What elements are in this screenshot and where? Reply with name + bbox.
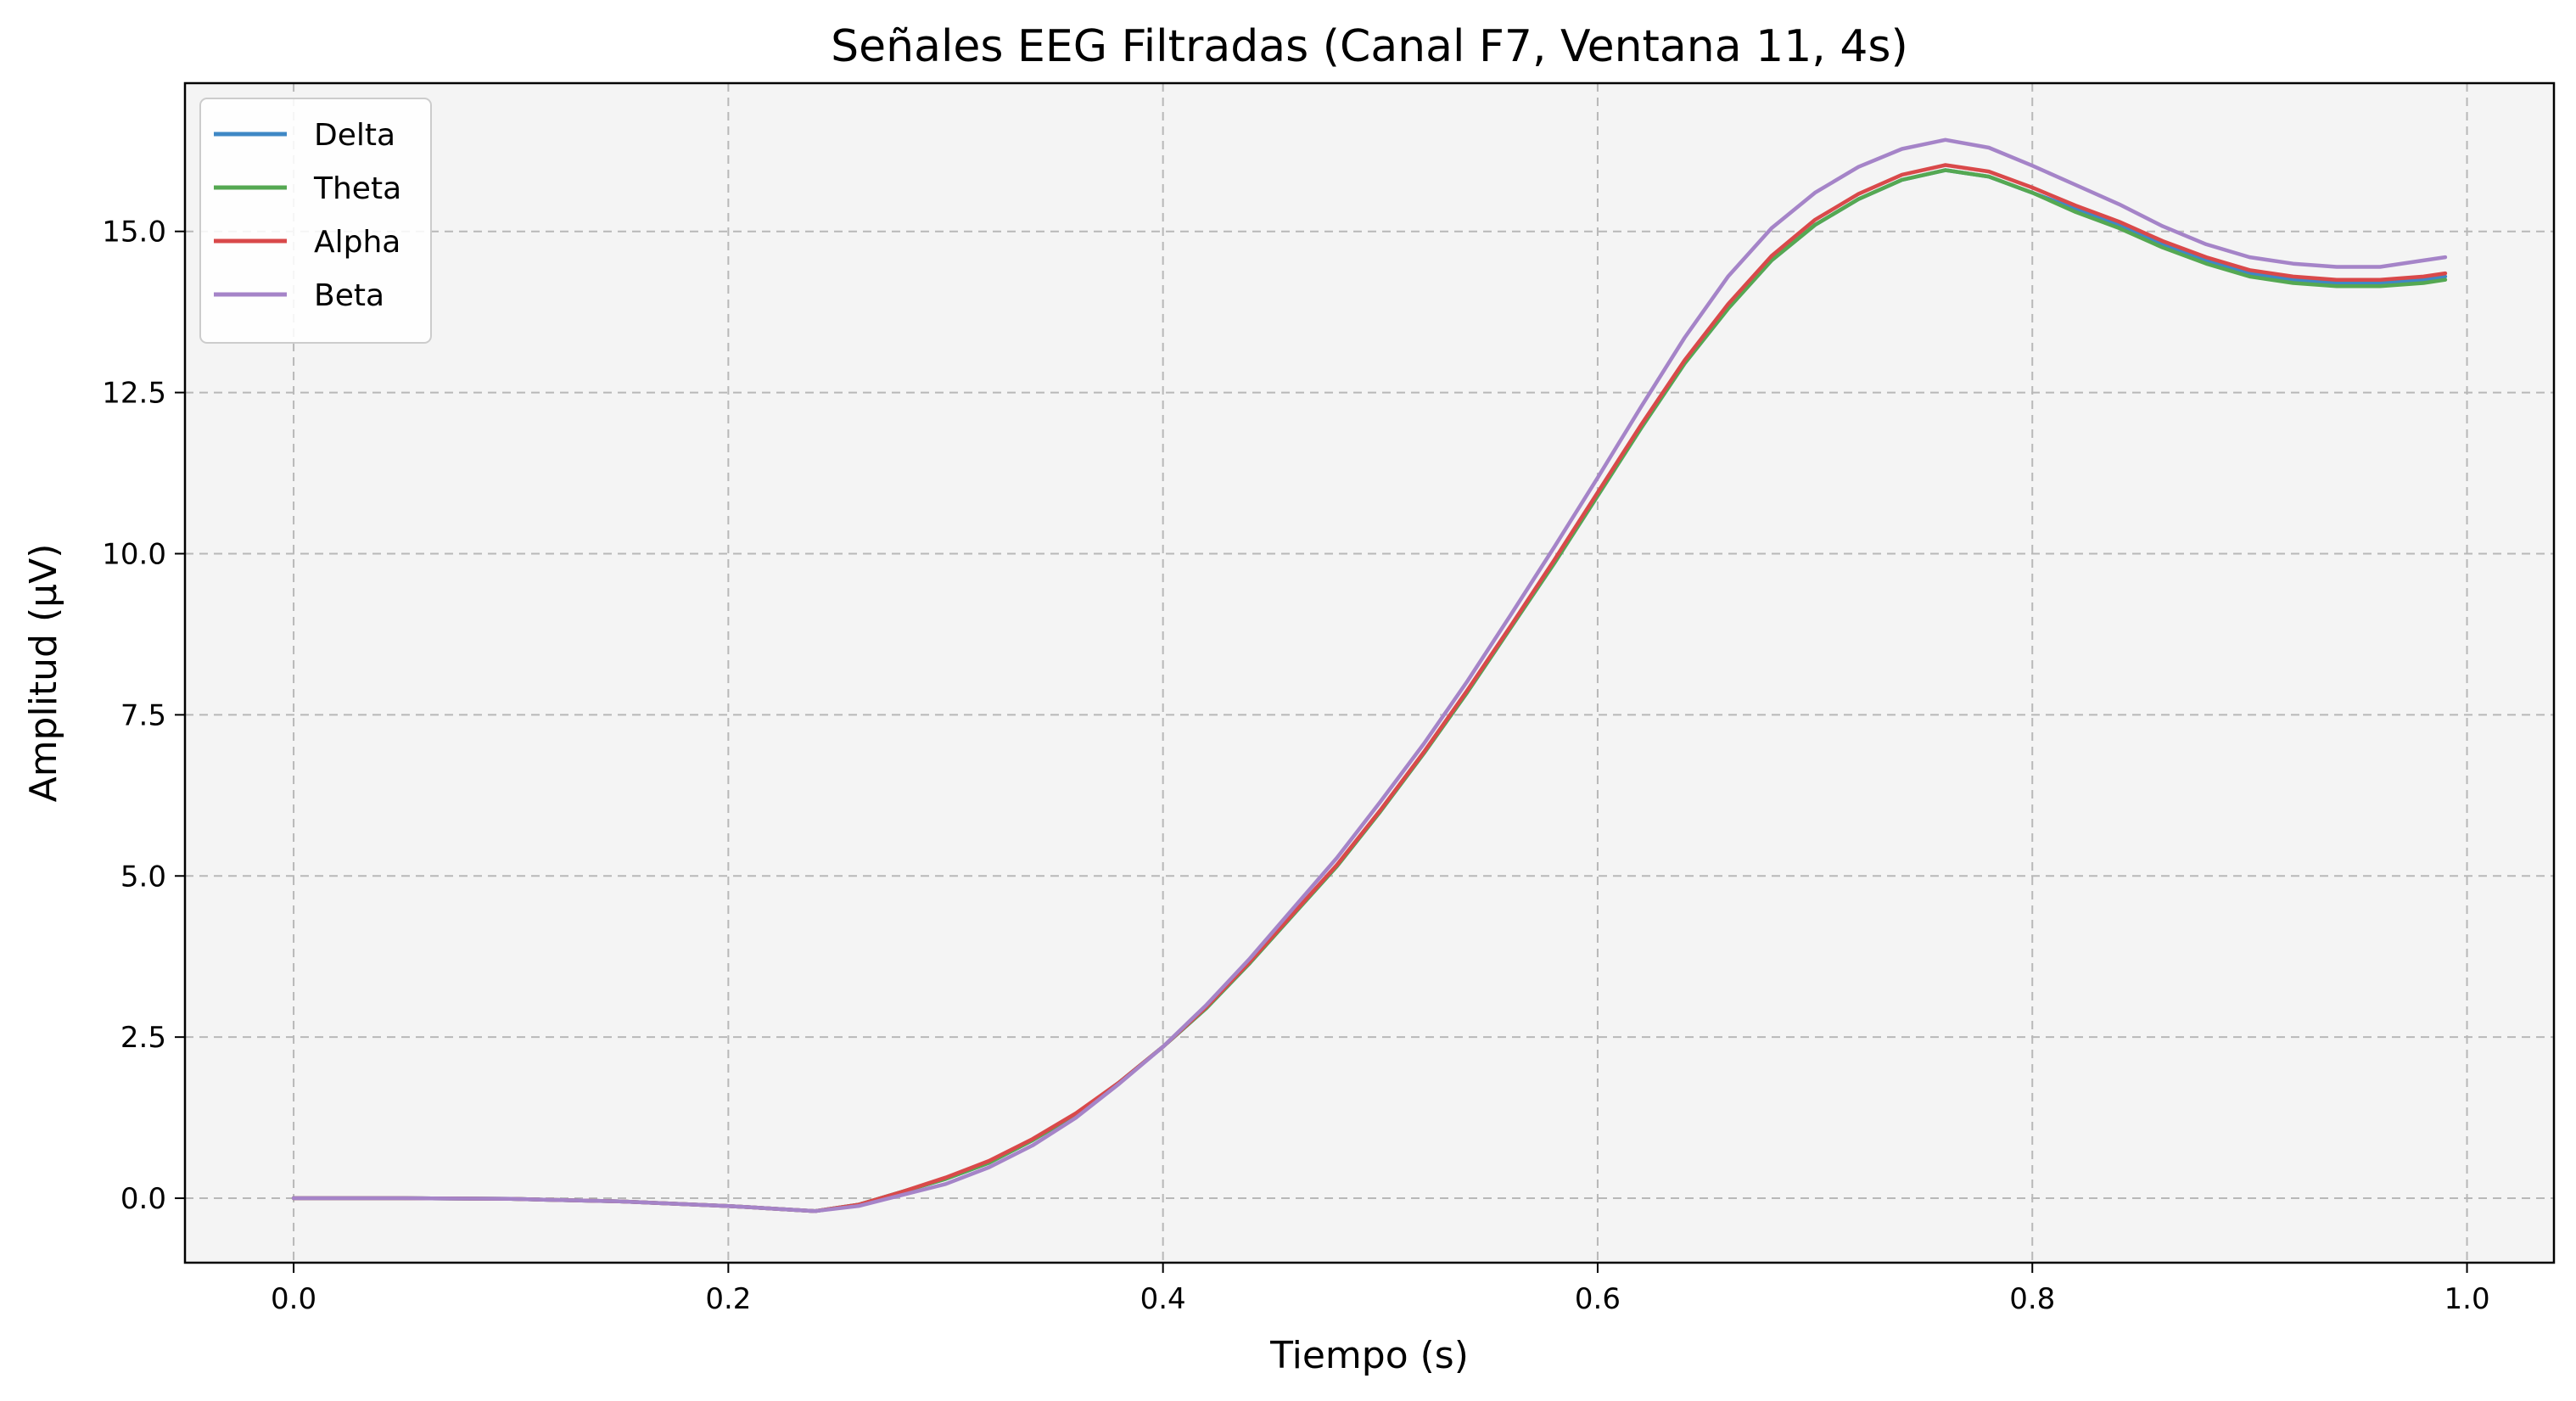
legend-label-theta: Theta <box>313 171 401 206</box>
legend-label-beta: Beta <box>314 278 384 313</box>
y-tick-label: 5.0 <box>120 860 166 894</box>
plot-frame <box>183 81 2556 1264</box>
y-tick-label: 7.5 <box>120 698 166 732</box>
x-tick-label: 0.4 <box>1140 1282 1186 1316</box>
x-tick-label: 0.0 <box>271 1282 316 1316</box>
series-line-alpha <box>291 163 2448 1213</box>
y-axis-ticks: 0.0 2.5 5.0 7.5 10.0 12.5 15.0 <box>102 216 185 1216</box>
y-tick-label: 2.5 <box>120 1021 166 1055</box>
y-tick-label: 10.0 <box>102 537 166 571</box>
series-line-beta <box>291 137 2448 1213</box>
chart-title: Señales EEG Filtradas (Canal F7, Ventana… <box>831 21 1908 72</box>
grid-lines <box>185 83 2554 1263</box>
x-axis-ticks: 0.0 0.2 0.4 0.6 0.8 1.0 <box>271 1263 2490 1316</box>
legend-label-alpha: Alpha <box>314 225 400 260</box>
y-tick-label: 15.0 <box>102 216 166 249</box>
x-tick-label: 0.2 <box>705 1282 751 1316</box>
legend-box <box>199 98 432 344</box>
legend-label-delta: Delta <box>314 118 395 153</box>
x-tick-label: 0.8 <box>2009 1282 2055 1316</box>
y-axis-title: Amplitud (µV) <box>22 544 65 803</box>
y-tick-label: 0.0 <box>120 1182 166 1216</box>
series-lines <box>291 137 2448 1213</box>
x-tick-label: 0.6 <box>1575 1282 1621 1316</box>
y-tick-label: 12.5 <box>102 377 166 411</box>
x-axis-title: Tiempo (s) <box>1269 1334 1469 1377</box>
plot-area-background <box>185 83 2554 1263</box>
x-tick-label: 1.0 <box>2444 1282 2490 1316</box>
legend: Delta Theta Alpha Beta <box>199 98 432 344</box>
